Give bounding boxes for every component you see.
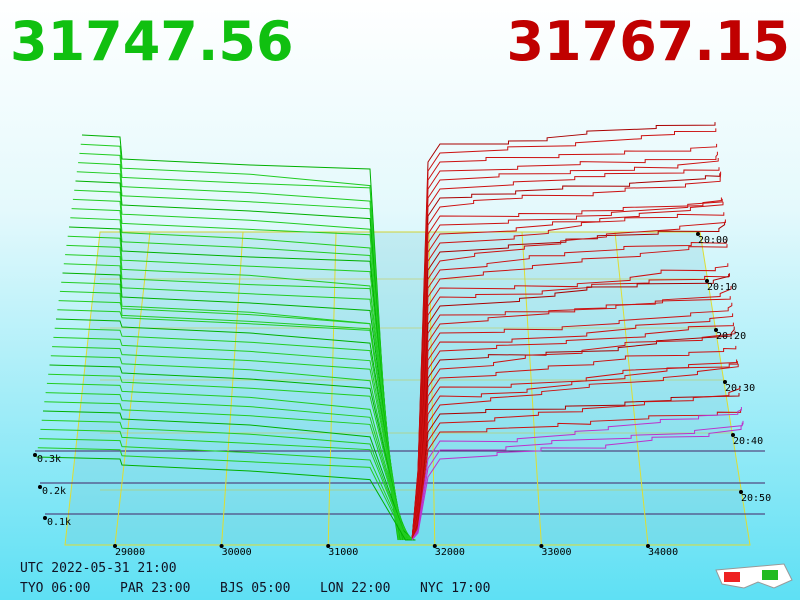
time-label: 20:50 [741,493,771,504]
ask-line [411,330,736,541]
time-label: 20:00 [698,235,728,246]
bid-line [36,456,416,541]
price-label: 29000 [115,547,145,558]
time-dot [705,279,709,283]
time-zones: TYO 06:00 PAR 23:00 BJS 05:00 LON 22:00 NYC … [20,581,490,596]
depth-lines [36,122,744,541]
price-label: 32000 [435,547,465,558]
depth-label: 0.1k [47,517,71,528]
ask-line [411,201,724,541]
time-label: 20:40 [733,436,763,447]
depth-dot [43,516,47,520]
ask-line [411,363,739,541]
ask-line [411,198,723,541]
depth-dot [33,453,37,457]
floor-outline [64,231,751,546]
price-label: 31000 [328,547,358,558]
ask-line [411,173,721,541]
time-dot [731,433,735,437]
ask-line [411,240,727,541]
price-dot [646,544,650,548]
ask-line [411,407,742,541]
ask-line [411,158,719,541]
ask-line [411,219,726,541]
ask-line [411,128,717,541]
ask-line [411,385,741,541]
price-dot [432,544,437,548]
bid-line [37,447,416,541]
price-dot [113,544,117,548]
3d-glasses-icon[interactable] [715,563,793,589]
ask-line [411,273,730,541]
ask-line [411,167,720,541]
ask-line [411,151,718,541]
depth-dot [38,485,42,489]
ask-line [411,313,734,541]
price-dot [219,544,224,548]
zone-time: NYC 17:00 [420,581,490,596]
ask-line [411,420,744,541]
price-label: 34000 [648,547,678,558]
depth-label: 0.3k [37,454,61,465]
ask-line [411,359,738,541]
floor-grid [35,231,765,546]
ask-line [411,322,734,541]
ask-line [411,422,743,541]
price-dot [539,544,544,548]
utc-time: UTC 2022-05-31 21:00 [20,561,177,576]
ask-line [411,286,732,541]
time-label: 20:30 [725,383,755,394]
zone-time: BJS 05:00 [220,581,290,596]
price-grid-line [114,231,151,546]
time-label: 20:10 [707,282,737,293]
time-dot [714,328,718,332]
zone-time: PAR 23:00 [120,581,190,596]
bid-price: 31747.56 [10,10,294,73]
depth-label: 0.2k [42,486,66,497]
time-dot [696,232,700,236]
price-grid-line [327,231,337,546]
ask-line [411,244,728,541]
ask-line [411,263,729,541]
time-dot [739,490,743,494]
zone-time: LON 22:00 [320,581,390,596]
ask-line [411,392,740,541]
ask-line [411,171,722,541]
time-label: 20:20 [716,331,746,342]
ask-line [411,296,731,541]
ask-line [411,345,737,541]
ask-price: 31767.15 [506,10,790,73]
ask-line [411,212,725,541]
time-dot [723,380,727,384]
ask-line [411,409,742,541]
price-dot [326,544,331,548]
price-label: 33000 [541,547,571,558]
ask-line [411,122,716,541]
ask-line [411,361,738,541]
zone-time: TYO 06:00 [20,581,90,596]
ask-line [411,302,733,541]
ask-line [411,273,730,541]
price-label: 30000 [222,547,252,558]
ask-line [411,143,718,541]
axis-labels: 0.3k 0.2k 0.1k 29000 30000 31000 32000 33000 340… [33,232,771,558]
